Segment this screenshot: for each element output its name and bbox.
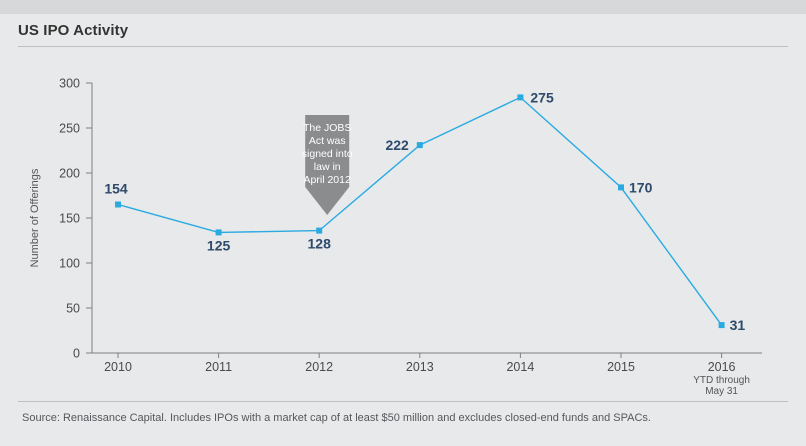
series-line [117, 96, 723, 326]
data-point [215, 229, 222, 236]
x-tick-sublabel: YTD through [693, 375, 750, 386]
y-tick-label: 200 [59, 167, 80, 181]
y-tick-label: 100 [59, 257, 80, 271]
title-divider [18, 46, 788, 47]
annotation-text: law in [314, 161, 341, 173]
data-label: 275 [530, 89, 554, 105]
data-point [416, 142, 423, 149]
data-point [718, 322, 725, 329]
data-point [517, 94, 524, 101]
data-label: 222 [385, 137, 409, 153]
y-tick-label: 300 [59, 77, 80, 91]
y-tick-label: 250 [59, 122, 80, 136]
annotation-callout [305, 115, 350, 215]
data-label: 170 [629, 179, 653, 195]
x-tick-label: 2011 [205, 360, 232, 374]
data-label: 154 [104, 181, 128, 197]
x-tick-sublabel: May 31 [705, 386, 738, 397]
annotation-text: signed into [302, 148, 353, 160]
data-point [618, 184, 624, 191]
x-tick-label: 2013 [406, 360, 434, 374]
x-tick-label: 2010 [104, 360, 132, 374]
line-chart: 0 50 100 150 200 250 300 Number of Offerings 201… [29, 77, 762, 397]
annotation-text: The JOBS [303, 122, 351, 134]
source-note: Source: Renaissance Capital. Includes IP… [22, 412, 651, 424]
x-tick-label: 2014 [506, 360, 534, 374]
x-tick-label: 2016 [708, 360, 736, 374]
footer-divider [18, 401, 788, 402]
y-tick-label: 50 [66, 302, 80, 316]
data-label: 128 [308, 236, 332, 252]
y-axis-title: Number of Offerings [29, 168, 41, 267]
y-tick-label: 150 [59, 212, 80, 226]
x-tick-label: 2015 [607, 360, 635, 374]
data-point [316, 227, 323, 234]
annotation-text: Act was [309, 135, 346, 147]
y-tick-label: 0 [73, 347, 80, 361]
x-tick-label: 2012 [305, 360, 333, 374]
chart-title: US IPO Activity [18, 22, 129, 39]
data-label: 125 [207, 237, 231, 253]
top-banner-band [0, 0, 806, 14]
annotation-text: April 2012 [304, 174, 351, 186]
data-label: 31 [730, 317, 746, 333]
data-point [115, 201, 121, 208]
